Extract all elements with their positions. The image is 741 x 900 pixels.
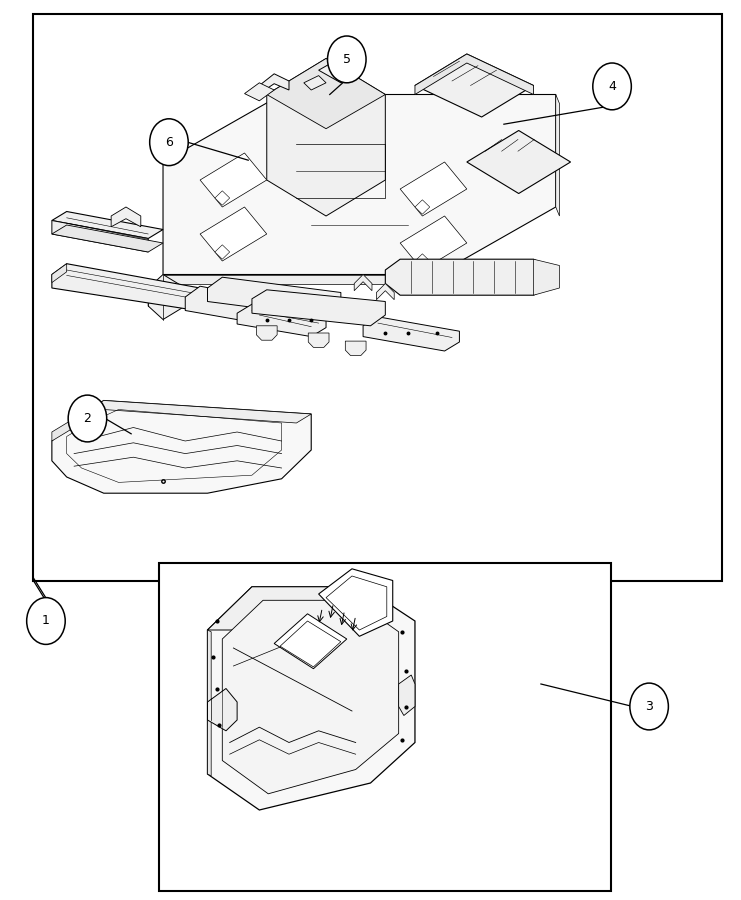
Polygon shape xyxy=(259,74,289,94)
Polygon shape xyxy=(400,162,467,216)
Circle shape xyxy=(328,36,366,83)
Polygon shape xyxy=(345,341,366,356)
Bar xyxy=(33,14,722,580)
Polygon shape xyxy=(274,614,347,669)
Polygon shape xyxy=(52,264,67,283)
Polygon shape xyxy=(256,326,277,340)
Polygon shape xyxy=(304,76,326,90)
Polygon shape xyxy=(52,225,163,252)
Polygon shape xyxy=(74,400,311,428)
Polygon shape xyxy=(207,688,237,731)
Polygon shape xyxy=(52,418,74,441)
Polygon shape xyxy=(200,153,267,207)
Polygon shape xyxy=(415,54,534,94)
Polygon shape xyxy=(415,200,430,214)
Polygon shape xyxy=(185,286,267,322)
Bar xyxy=(159,562,611,891)
Polygon shape xyxy=(385,259,556,295)
Polygon shape xyxy=(200,207,267,261)
Polygon shape xyxy=(237,304,326,337)
Polygon shape xyxy=(267,58,385,129)
Polygon shape xyxy=(245,83,274,101)
Polygon shape xyxy=(215,245,230,259)
Polygon shape xyxy=(215,191,230,205)
Polygon shape xyxy=(207,630,211,776)
Polygon shape xyxy=(415,54,534,117)
Polygon shape xyxy=(534,259,559,295)
Polygon shape xyxy=(111,207,141,227)
Circle shape xyxy=(150,119,188,166)
Polygon shape xyxy=(52,220,148,252)
Polygon shape xyxy=(400,216,467,270)
Text: 2: 2 xyxy=(84,412,91,425)
Polygon shape xyxy=(52,212,163,239)
Polygon shape xyxy=(363,317,459,351)
Polygon shape xyxy=(556,94,559,216)
Circle shape xyxy=(68,395,107,442)
Circle shape xyxy=(27,598,65,644)
Polygon shape xyxy=(267,58,385,216)
Polygon shape xyxy=(52,264,200,309)
Circle shape xyxy=(630,683,668,730)
Text: 6: 6 xyxy=(165,136,173,149)
Polygon shape xyxy=(399,675,415,716)
Text: 5: 5 xyxy=(343,53,350,66)
Polygon shape xyxy=(308,333,329,347)
Text: 3: 3 xyxy=(645,700,653,713)
Polygon shape xyxy=(415,254,430,268)
Polygon shape xyxy=(319,58,363,83)
Text: 1: 1 xyxy=(42,615,50,627)
Polygon shape xyxy=(376,284,394,300)
Polygon shape xyxy=(467,130,571,194)
Polygon shape xyxy=(252,290,385,326)
Polygon shape xyxy=(354,274,372,291)
Polygon shape xyxy=(52,400,311,493)
Polygon shape xyxy=(207,587,415,810)
Circle shape xyxy=(593,63,631,110)
Polygon shape xyxy=(319,569,393,636)
Polygon shape xyxy=(280,621,341,667)
Polygon shape xyxy=(163,94,556,274)
Polygon shape xyxy=(222,600,399,794)
Text: 4: 4 xyxy=(608,80,616,93)
Polygon shape xyxy=(163,274,437,284)
Polygon shape xyxy=(207,277,341,317)
Polygon shape xyxy=(148,274,185,320)
Polygon shape xyxy=(207,587,363,630)
Polygon shape xyxy=(326,576,387,630)
